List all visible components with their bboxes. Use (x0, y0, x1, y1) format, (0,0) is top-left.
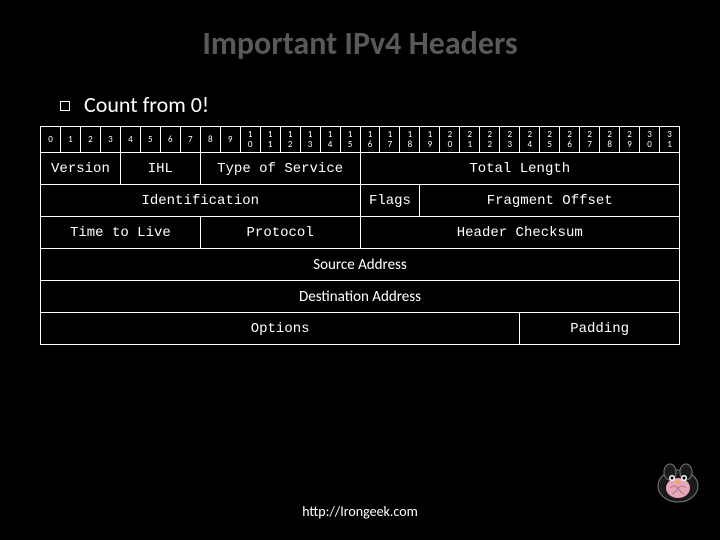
field-version: Version (41, 153, 121, 185)
header-row-3: Source Address (41, 249, 680, 281)
header-row-2: Time to LiveProtocolHeader Checksum (41, 217, 680, 249)
field-fragment-offset: Fragment Offset (420, 185, 680, 217)
header-row-5: OptionsPadding (41, 313, 680, 345)
bit-18: 18 (400, 127, 420, 153)
field-options: Options (41, 313, 520, 345)
bit-23: 23 (500, 127, 520, 153)
bit-25: 25 (540, 127, 560, 153)
field-type-of-service: Type of Service (200, 153, 360, 185)
field-destination-address: Destination Address (41, 281, 680, 313)
slide-title: Important IPv4 Headers (0, 0, 720, 63)
header-row-1: IdentificationFlagsFragment Offset (41, 185, 680, 217)
bit-26: 26 (560, 127, 580, 153)
bit-0: 0 (41, 127, 61, 153)
bullet-line: Count from 0! (60, 91, 720, 118)
bit-20: 20 (440, 127, 460, 153)
bit-22: 22 (480, 127, 500, 153)
bullet-marker (60, 101, 70, 111)
bit-number-row: 0123456789101112131415161718192021222324… (41, 127, 680, 153)
field-flags: Flags (360, 185, 420, 217)
field-padding: Padding (520, 313, 680, 345)
field-protocol: Protocol (200, 217, 360, 249)
bit-29: 29 (620, 127, 640, 153)
bit-28: 28 (600, 127, 620, 153)
bit-6: 6 (160, 127, 180, 153)
bit-15: 15 (340, 127, 360, 153)
header-row-0: VersionIHLType of ServiceTotal Length (41, 153, 680, 185)
ipv4-header-table: 0123456789101112131415161718192021222324… (40, 126, 680, 345)
bit-9: 9 (220, 127, 240, 153)
bit-24: 24 (520, 127, 540, 153)
bit-1: 1 (60, 127, 80, 153)
header-row-4: Destination Address (41, 281, 680, 313)
bit-19: 19 (420, 127, 440, 153)
slide: Important IPv4 Headers Count from 0! 012… (0, 0, 720, 540)
bit-2: 2 (80, 127, 100, 153)
bit-31: 31 (660, 127, 680, 153)
bit-17: 17 (380, 127, 400, 153)
bit-12: 12 (280, 127, 300, 153)
field-identification: Identification (41, 185, 361, 217)
footer-url: http://Irongeek.com (0, 503, 720, 520)
bit-4: 4 (120, 127, 140, 153)
field-source-address: Source Address (41, 249, 680, 281)
field-ihl: IHL (120, 153, 200, 185)
mascot-icon (648, 452, 708, 504)
bit-5: 5 (140, 127, 160, 153)
bit-7: 7 (180, 127, 200, 153)
bit-14: 14 (320, 127, 340, 153)
bit-16: 16 (360, 127, 380, 153)
bit-13: 13 (300, 127, 320, 153)
field-time-to-live: Time to Live (41, 217, 201, 249)
bullet-text: Count from 0! (84, 91, 209, 118)
bit-21: 21 (460, 127, 480, 153)
bit-10: 10 (240, 127, 260, 153)
bit-27: 27 (580, 127, 600, 153)
field-header-checksum: Header Checksum (360, 217, 680, 249)
bit-30: 30 (640, 127, 660, 153)
bit-3: 3 (100, 127, 120, 153)
bit-8: 8 (200, 127, 220, 153)
field-total-length: Total Length (360, 153, 680, 185)
bit-11: 11 (260, 127, 280, 153)
